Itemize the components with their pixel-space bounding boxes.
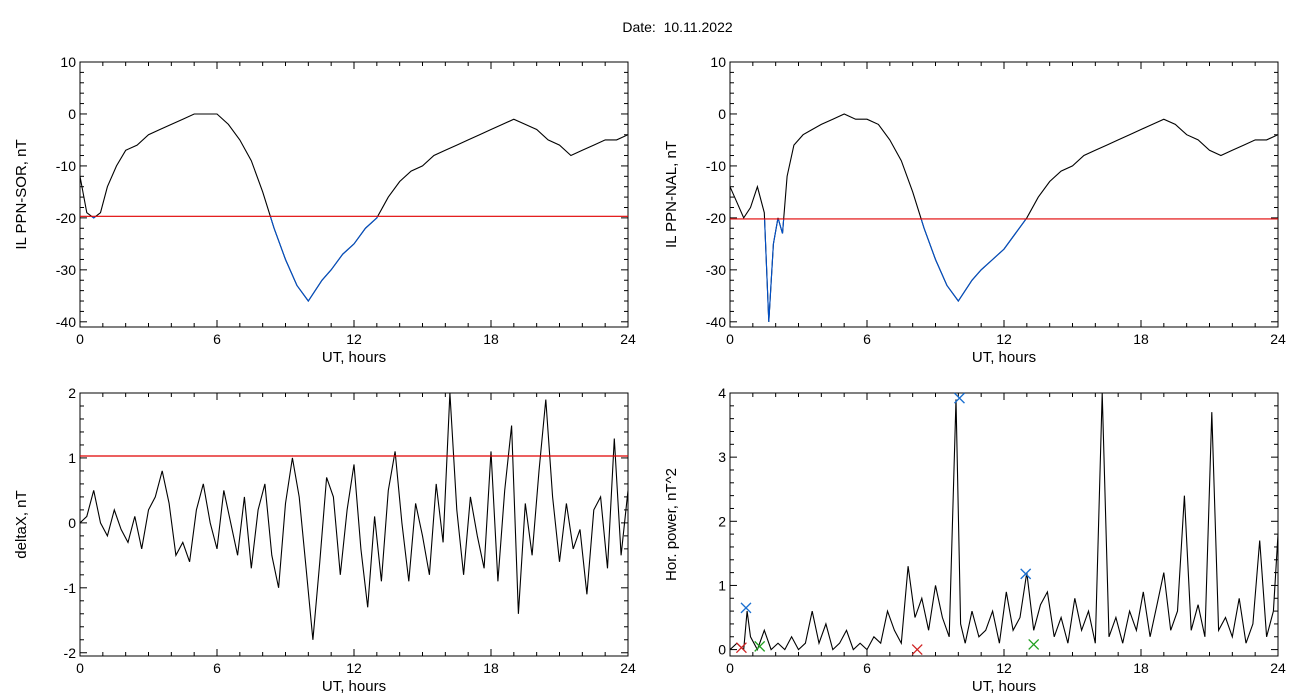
x-tick-label: 24 [1270, 660, 1286, 676]
y-axis-label: IL PPN-SOR, nT [13, 139, 30, 249]
y-tick-label: 0 [68, 515, 76, 531]
x-axis-label: UT, hours [972, 678, 1036, 695]
y-tick-label: 0 [718, 642, 726, 658]
y-tick-label: -20 [706, 210, 726, 226]
y-tick-label: 1 [68, 450, 76, 466]
x-tick-label: 12 [996, 660, 1012, 676]
x-tick-label: 0 [76, 660, 84, 676]
y-tick-label: 4 [718, 385, 726, 401]
peak-marker [740, 602, 752, 614]
x-tick-label: 0 [76, 331, 84, 347]
peak-marker [1028, 638, 1040, 650]
y-tick-label: -1 [64, 580, 77, 596]
x-tick-label: 24 [620, 660, 636, 676]
x-tick-label: 0 [726, 660, 734, 676]
x-tick-label: 24 [620, 331, 636, 347]
y-tick-label: -30 [706, 262, 726, 278]
y-tick-label: -10 [706, 158, 726, 174]
x-tick-label: 12 [996, 331, 1012, 347]
y-tick-label: 10 [60, 54, 76, 70]
x-tick-label: 6 [863, 331, 871, 347]
date-title: Date: 10.11.2022 [0, 19, 1300, 35]
y-tick-label: -10 [56, 158, 76, 174]
plot-frame [729, 392, 1279, 657]
x-tick-label: 6 [863, 660, 871, 676]
series-line [730, 393, 1278, 651]
series-line-below-threshold [743, 218, 1027, 322]
peak-marker [911, 644, 923, 656]
x-tick-label: 6 [213, 660, 221, 676]
x-tick-label: 18 [483, 331, 499, 347]
x-tick-label: 0 [726, 331, 734, 347]
series-line-below-threshold [90, 216, 379, 302]
y-tick-label: -40 [56, 314, 76, 330]
peak-marker [754, 640, 766, 652]
y-axis-label: IL PPN-NAL, nT [663, 141, 680, 248]
x-axis-label: UT, hours [972, 349, 1036, 366]
x-axis-label: UT, hours [322, 678, 386, 695]
peak-marker [735, 642, 747, 654]
y-tick-label: 0 [718, 106, 726, 122]
y-tick-label: -40 [706, 314, 726, 330]
peak-marker [1020, 568, 1032, 580]
y-tick-label: 3 [718, 449, 726, 465]
y-tick-label: 2 [718, 513, 726, 529]
y-tick-label: -2 [64, 645, 77, 661]
peak-marker [954, 392, 965, 404]
x-tick-label: 18 [483, 660, 499, 676]
y-tick-label: 1 [718, 577, 726, 593]
x-tick-label: 12 [346, 331, 362, 347]
y-axis-label: deltaX, nT [13, 490, 30, 558]
y-axis-label: Hor. power, nT^2 [663, 468, 680, 581]
y-tick-label: 10 [710, 54, 726, 70]
date-label: Date: [622, 19, 656, 35]
y-tick-label: -30 [56, 262, 76, 278]
x-tick-label: 24 [1270, 331, 1286, 347]
x-tick-label: 18 [1133, 660, 1149, 676]
date-value: 10.11.2022 [663, 19, 733, 35]
y-tick-label: 0 [68, 106, 76, 122]
x-tick-label: 12 [346, 660, 362, 676]
y-tick-label: -20 [56, 210, 76, 226]
y-tick-label: 2 [68, 385, 76, 401]
x-axis-label: UT, hours [322, 349, 386, 366]
series-line [80, 393, 628, 640]
x-tick-label: 18 [1133, 331, 1149, 347]
x-tick-label: 6 [213, 331, 221, 347]
